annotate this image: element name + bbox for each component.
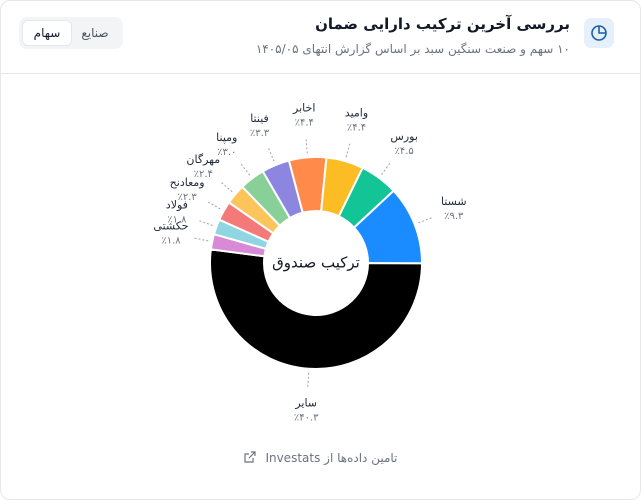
value-label: ٪۴.۴ [347, 123, 366, 134]
value-label: ٪۳.۳ [250, 128, 270, 139]
leader-line [192, 237, 209, 242]
value-label: ٪۳.۰ [217, 147, 236, 158]
segment-label: حکشتی [153, 219, 188, 232]
value-label: ٪۲.۳ [177, 192, 197, 203]
subtitle: ۱۰ سهم و صنعت سنگین سبد بر اساس گزارش ان… [255, 42, 570, 56]
segment-label: ومعادنح [170, 176, 205, 189]
tab-group: سهام صنایع [19, 17, 123, 49]
segment-label: وامید [345, 107, 368, 120]
value-label: ٪۴۰.۳ [294, 413, 319, 424]
segment-label: بورس [390, 130, 417, 143]
segment-label: مهرگان [186, 153, 220, 166]
leader-line [267, 146, 275, 162]
donut-segment [337, 166, 395, 229]
segment-label: شستا [441, 195, 467, 208]
value-label: ٪۲.۴ [194, 169, 213, 180]
segment-label: فولاد [166, 199, 188, 212]
segment-label: سایر [294, 397, 317, 410]
value-label: ٪۴.۵ [394, 146, 413, 157]
leader-line [219, 180, 233, 193]
value-label: ٪۴.۴ [295, 117, 314, 128]
segment-label: ومپنا [216, 131, 237, 144]
leader-line [418, 216, 434, 224]
value-label: ٪۹.۳ [444, 211, 464, 222]
center-label: ترکیب صندوق [272, 254, 360, 272]
header: بررسی آخرین ترکیب دارایی ضمان ۱۰ سهم و ص… [1, 1, 640, 74]
donut-segment [209, 248, 424, 370]
pie-icon [584, 18, 614, 48]
external-icon [244, 451, 256, 463]
segment-label: فینتا [250, 112, 269, 125]
icon-svg [591, 25, 607, 41]
leader-line [197, 219, 213, 226]
leader-line [345, 141, 351, 158]
source-link[interactable]: تامین داده‌ها از Investats [244, 451, 398, 465]
external-path [244, 451, 256, 463]
segment-label: اخابر [292, 101, 315, 114]
value-label: ٪۱.۸ [161, 235, 181, 246]
leader-line [239, 162, 251, 176]
footer: تامین داده‌ها از Investats [1, 451, 640, 465]
leader-line [305, 137, 308, 154]
icon-slice [598, 26, 606, 34]
tab[interactable]: سهام [22, 20, 72, 46]
leader-line [206, 200, 221, 210]
source-text: تامین داده‌ها از Investats [265, 451, 398, 465]
title: بررسی آخرین ترکیب دارایی ضمان [315, 15, 570, 33]
chart: شستا٪۹.۳سایر٪۴۰.۳حکشتی٪۱.۸فولاد٪۱.۸ومعاد… [153, 101, 467, 424]
tab[interactable]: صنایع [81, 26, 109, 40]
leader-line [381, 161, 392, 175]
value-label: ٪۱.۸ [167, 215, 187, 226]
leader-line [307, 372, 310, 389]
